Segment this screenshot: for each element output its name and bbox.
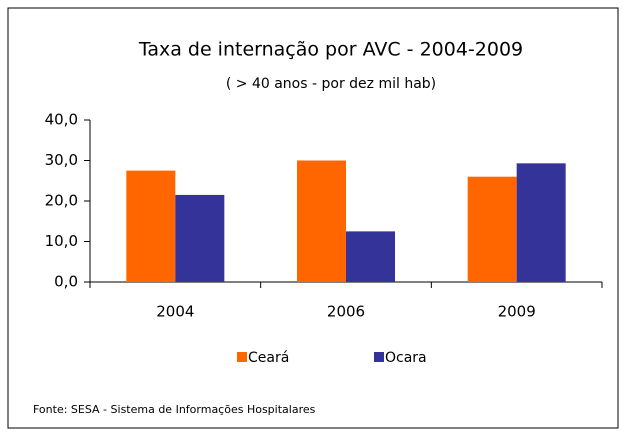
x-tick-label: 2006 bbox=[327, 303, 365, 321]
x-tick-label: 2004 bbox=[156, 303, 194, 321]
bar bbox=[467, 176, 517, 282]
chart-title: Taxa de internação por AVC - 2004-2009 bbox=[138, 39, 523, 61]
legend-swatch bbox=[237, 352, 247, 362]
bar bbox=[297, 160, 346, 282]
bar bbox=[126, 170, 176, 282]
y-tick-label: 20,0 bbox=[45, 192, 78, 210]
legend-label: Ocara bbox=[385, 350, 427, 366]
y-tick-label: 40,0 bbox=[45, 111, 78, 129]
bar bbox=[175, 194, 225, 282]
bar bbox=[516, 163, 566, 282]
y-tick-label: 0,0 bbox=[54, 273, 78, 291]
y-tick-label: 30,0 bbox=[45, 151, 78, 169]
source-note: Fonte: SESA - Sistema de Informações Hos… bbox=[33, 403, 316, 416]
x-tick-label: 2009 bbox=[498, 303, 536, 321]
y-tick-label: 10,0 bbox=[45, 232, 78, 250]
bar bbox=[346, 231, 395, 282]
legend-label: Ceará bbox=[248, 350, 289, 366]
chart-subtitle: ( > 40 anos - por dez mil hab) bbox=[226, 76, 436, 92]
legend-swatch bbox=[374, 352, 384, 362]
